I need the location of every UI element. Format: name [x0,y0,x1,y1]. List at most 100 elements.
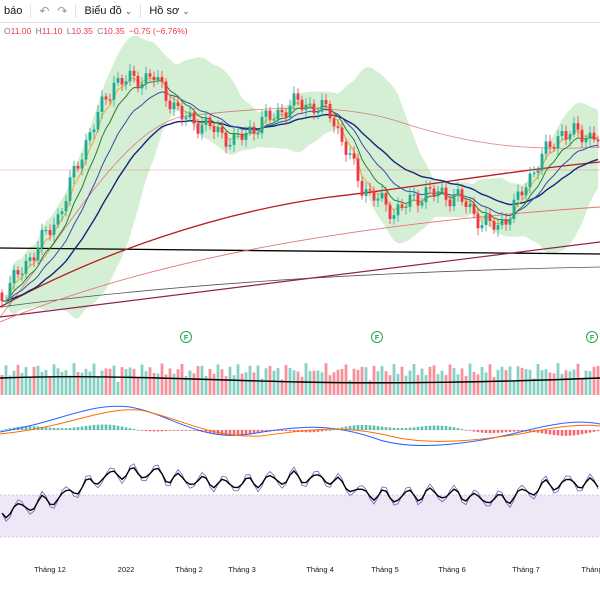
volume-bar [84,368,88,395]
chevron-down-icon: ⌄ [182,5,190,16]
candle-body [52,224,56,235]
ma-line-black [0,247,600,255]
candle-body [520,191,524,196]
macd-histogram-bar [456,428,460,430]
candle-body [16,270,20,275]
macd-histogram-bar [24,426,28,430]
macd-histogram-bar [364,424,368,430]
volume-bar [156,373,160,395]
toolbar-cut-item[interactable]: báo [0,0,26,22]
candle-body [592,132,596,140]
macd-histogram-bar [280,430,284,431]
volume-bar [176,369,180,395]
volume-bar [28,377,32,395]
time-axis-label: Tháng [581,565,600,574]
volume-bar [524,369,528,395]
macd-histogram-bar [512,430,516,432]
volume-bar [32,366,36,395]
candle-body [360,180,364,196]
macd-histogram-bar [412,427,416,430]
volume-bar [296,371,300,395]
macd-histogram-bar [500,430,504,433]
candle-body [284,112,288,118]
candle-body [396,204,400,216]
volume-bar [444,375,448,395]
candle-body [76,165,80,169]
macd-histogram-bar [324,430,328,431]
volume-bar [60,371,64,395]
candle-body [276,109,280,120]
volume-bar [12,370,16,395]
candle-body [200,125,204,134]
volume-bar [168,368,172,395]
volume-bar [352,368,356,395]
candle-body [236,133,240,135]
volume-bar [260,378,264,395]
candle-body [280,109,284,113]
low-label: L [66,26,72,36]
candle-body [480,224,484,229]
volume-bar [424,375,428,395]
macd-histogram-bar [292,430,296,432]
candle-body [176,102,180,107]
candle-body [560,130,564,136]
volume-bar [104,368,108,395]
macd-histogram-bar [48,427,52,430]
macd-histogram-bar [548,430,552,435]
candle-body [508,218,512,225]
candle-body [0,292,4,301]
chart-menu-button[interactable]: Biểu đồ ⌄ [80,0,136,22]
candle-body [152,76,156,81]
volume-ma-line [0,375,600,384]
volume-bar [404,375,408,395]
candle-body [444,187,448,200]
volume-bar [36,365,40,395]
chart-menu-label: Biểu đồ [84,5,122,17]
price-chart[interactable]: F F F Tháng 12 2022 Tháng 2 Tháng 3 Tháng 4 Thán… [0,22,600,600]
volume-bar [528,369,532,395]
volume-bar [44,369,48,395]
volume-bar [144,371,148,395]
volume-bar [320,372,324,395]
ohlc-legend: O11.00 H11.10 L10.35 C10.35 −0.75 (−6.76… [4,26,190,36]
ema-line-blue [2,91,599,302]
macd-histogram-bar [352,425,356,430]
macd-histogram-bar [544,430,548,434]
volume-bar [368,380,372,395]
undo-icon[interactable]: ↶ [39,4,50,18]
macd-histogram-bar [132,428,136,430]
volume-bar [364,367,368,395]
high-label: H [35,26,42,36]
volume-bar [568,371,572,395]
candle-body [512,199,516,219]
macd-histogram-bar [556,430,560,436]
volume-bar [100,370,104,395]
macd-histogram-bar [488,430,492,434]
volume-bar [432,365,436,395]
volume-bar [496,369,500,395]
candle-body [124,81,128,85]
macd-histogram-bar [116,425,120,430]
volume-bar [120,367,124,395]
redo-icon[interactable]: ↷ [57,4,68,18]
event-badge-icon [586,331,598,343]
candle-body [524,187,528,196]
candle-body [304,104,308,110]
candle-body [12,270,16,284]
bollinger-band-fill [2,35,598,320]
candle-body [212,126,216,133]
volume-bar [520,367,524,395]
profile-menu-button[interactable]: Hồ sơ ⌄ [145,0,193,22]
volume-bar [392,364,396,395]
macd-histogram-bar [584,430,588,434]
volume-bar [152,373,156,395]
candle-body [488,214,492,221]
macd-histogram-bar [140,430,144,431]
candle-body [244,132,248,140]
candle-body [400,204,404,208]
volume-bar [244,372,248,395]
macd-histogram-bar [160,430,164,432]
volume-bar [292,370,296,395]
candle-body [452,194,456,207]
macd-histogram-bar [188,430,192,431]
